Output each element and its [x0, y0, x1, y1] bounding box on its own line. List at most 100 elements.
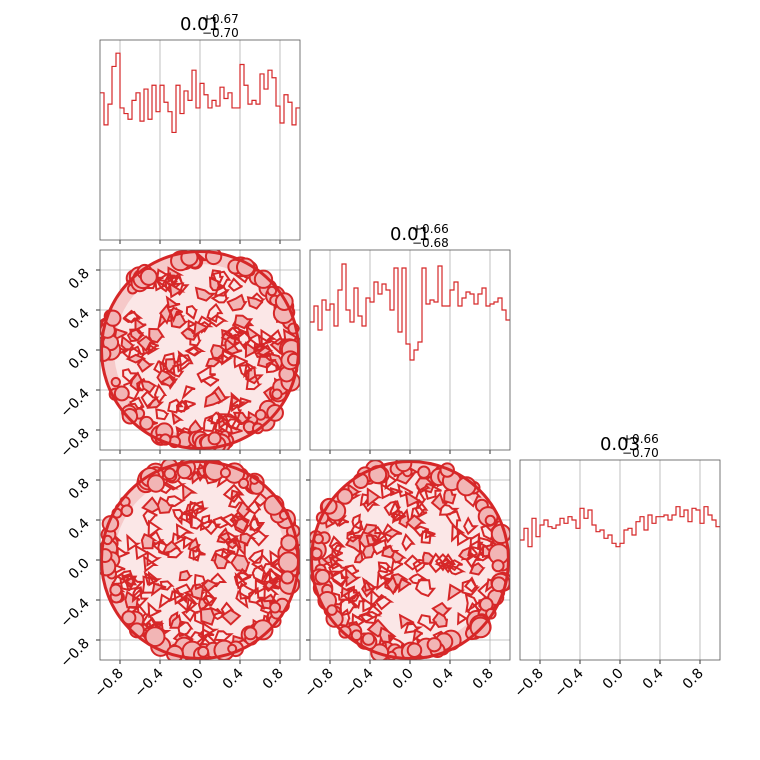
contour-line [191, 500, 209, 516]
contour-line [147, 570, 163, 587]
contour-line [148, 327, 166, 344]
contour-outer-ring [100, 250, 300, 450]
contour-line [344, 536, 362, 555]
contour-line [199, 607, 217, 626]
contour-line [377, 564, 394, 580]
y-tick-label-param-2-1: −0.4 [57, 595, 92, 630]
contour-panel-param-2-vs-0 [96, 459, 301, 664]
title-param-1-upper: +0.66 [412, 222, 449, 236]
contour-line [443, 488, 457, 505]
contour-line [175, 399, 190, 414]
contour-panel-param-2-vs-1 [306, 459, 511, 664]
contour-line [201, 594, 218, 607]
title-param-2-lower: −0.70 [622, 446, 659, 460]
contour-line [330, 569, 350, 586]
contour-line [238, 397, 252, 409]
contour-line [226, 293, 248, 312]
contour-line [428, 552, 448, 574]
x-tick-label-param-1-1: −0.4 [341, 665, 376, 700]
contour-layer [100, 250, 300, 450]
contour-line [244, 341, 260, 359]
contour-line [390, 510, 407, 522]
contour-edge-blob [254, 408, 267, 421]
contour-line [233, 314, 254, 330]
contour-line [248, 529, 270, 547]
contour-line [220, 330, 237, 348]
contour-layer [100, 460, 300, 660]
contour-line [167, 363, 185, 378]
contour-line [403, 622, 424, 634]
x-tick-label-param-2-0: −0.8 [511, 666, 546, 701]
contour-line [155, 268, 171, 283]
y-tick-label-param-2-3: 0.4 [66, 515, 93, 542]
histogram-step-line [520, 506, 720, 548]
contour-line [456, 528, 473, 547]
contour-line [390, 549, 408, 564]
contour-line [207, 314, 229, 328]
contour-edge-blob [269, 601, 282, 614]
contour-line [136, 357, 155, 373]
contour-line [233, 517, 250, 533]
contour-line [377, 561, 392, 574]
panel-border [519, 459, 721, 661]
contour-line [219, 547, 236, 561]
contour-edge-blob [207, 431, 222, 446]
panel-border [309, 249, 511, 451]
title-param-0-lower: −0.70 [202, 26, 239, 40]
contour-line [193, 573, 209, 591]
contour-line [212, 516, 232, 529]
contour-edge-blob [219, 467, 231, 479]
contour-edge-blob [314, 568, 331, 585]
contour-line [378, 626, 397, 644]
contour-line [226, 403, 242, 420]
contour-line [177, 620, 194, 638]
contour-line [181, 608, 199, 623]
contour-edge-blob [336, 488, 354, 505]
contour-line [362, 497, 381, 513]
y-tick-label-param-2-4: 0.8 [66, 476, 93, 503]
x-tick-label-param-0-4: 0.8 [260, 666, 287, 693]
contour-panel-param-1-vs-0 [96, 249, 301, 454]
contour-line [401, 532, 416, 552]
contour-line [213, 552, 233, 570]
contour-line [430, 491, 450, 511]
contour-edge-blob [197, 645, 210, 658]
contour-line [184, 345, 207, 357]
contour-line [161, 540, 181, 555]
contour-edge-blob [176, 463, 193, 480]
contour-line [227, 277, 243, 292]
contour-line [396, 483, 414, 498]
contour-line [120, 334, 136, 351]
contour-line [351, 513, 363, 531]
contour-line [171, 411, 185, 426]
contour-line [265, 358, 282, 374]
contour-line [457, 611, 470, 626]
contour-line [165, 295, 181, 309]
contour-line [391, 512, 405, 524]
panel-border [309, 459, 511, 661]
y-tick-label-param-1-3: 0.4 [66, 305, 93, 332]
contour-edge-blob [109, 583, 123, 597]
panel-border [99, 459, 301, 661]
contour-line [136, 335, 156, 353]
contour-line [180, 327, 200, 341]
contour-line [374, 593, 395, 611]
contour-line [424, 529, 436, 540]
contour-line [416, 614, 438, 632]
contour-line [194, 286, 217, 302]
contour-line [188, 544, 202, 562]
contour-line [238, 364, 253, 381]
contour-edge-blob [113, 385, 130, 402]
contour-line [251, 564, 267, 583]
contour-edge-blob [271, 388, 283, 400]
contour-line [159, 580, 175, 591]
contour-line [184, 501, 205, 518]
contour-edge-blob [361, 632, 376, 646]
contour-line [408, 573, 429, 585]
contour-line [125, 577, 145, 591]
contour-line [346, 529, 364, 543]
contour-line [245, 499, 262, 515]
x-tick-label-param-1-3: 0.4 [430, 665, 457, 692]
contour-line [398, 613, 415, 630]
contour-line [366, 487, 383, 508]
